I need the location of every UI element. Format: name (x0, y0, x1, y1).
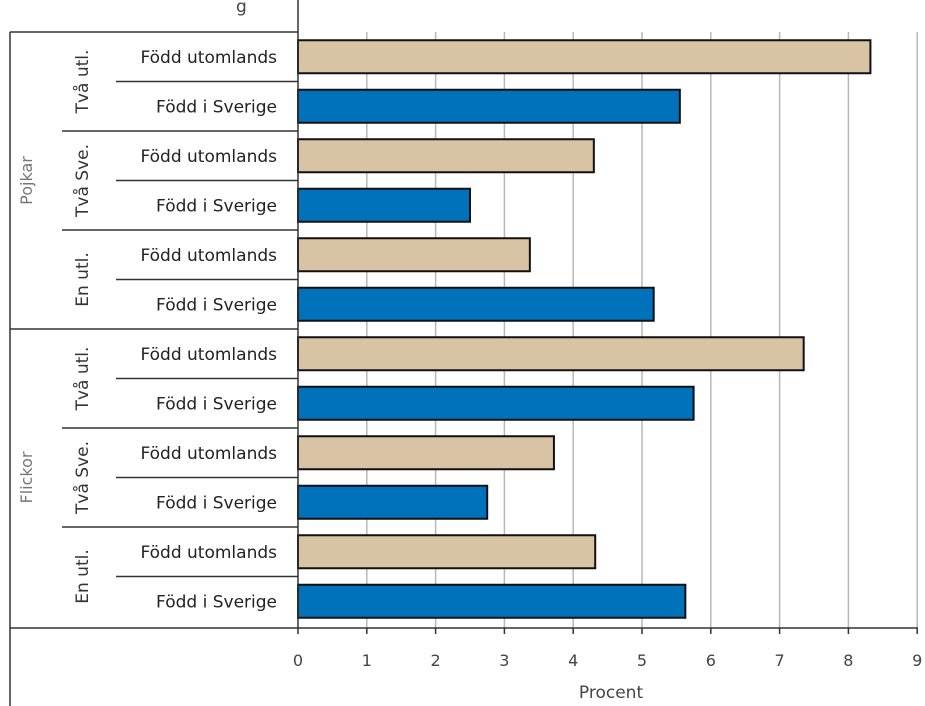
axis-frame (9, 0, 918, 706)
bar (297, 138, 595, 174)
top-text-fragment: g (236, 0, 247, 17)
subgroup-label: Två utl. (72, 50, 93, 115)
x-tick-label: 8 (843, 651, 853, 670)
bar (297, 336, 805, 372)
bars (297, 39, 872, 619)
category-labels: Född utomlands Född i Sverige Född utomlan… (140, 48, 277, 613)
bar (297, 39, 872, 75)
bar (297, 534, 597, 570)
category-label: Född utomlands (140, 48, 277, 68)
category-label: Född i Sverige (156, 493, 277, 513)
x-axis-title: Procent (579, 683, 644, 703)
category-label: Född utomlands (140, 345, 277, 365)
category-label: Född utomlands (140, 543, 277, 563)
group-labels: Pojkar Flickor (17, 156, 36, 504)
category-label: Född i Sverige (156, 394, 277, 414)
bar (297, 484, 489, 520)
category-label: Född i Sverige (156, 196, 277, 216)
category-label: Född i Sverige (156, 97, 277, 117)
x-tick-label: 1 (362, 651, 372, 670)
subgroup-label: Två Sve. (72, 144, 93, 218)
bar (297, 435, 555, 471)
subgroup-label: En utl. (73, 252, 93, 307)
bar (297, 187, 471, 223)
category-label: Född i Sverige (156, 592, 277, 612)
bar (297, 286, 655, 322)
category-label: Född utomlands (140, 246, 277, 266)
group-label: Pojkar (17, 156, 36, 205)
gridlines (366, 32, 918, 628)
x-tick-label: 5 (637, 651, 647, 670)
category-label: Född utomlands (140, 147, 277, 167)
bar (297, 583, 687, 619)
subgroup-label: Två utl. (72, 347, 93, 412)
x-tick-label: 6 (706, 651, 716, 670)
group-label: Flickor (17, 451, 36, 503)
x-tick-label: 3 (499, 651, 509, 670)
subgroup-labels: Två utl. Två Sve. En utl. Två utl. Två Sve. E… (72, 50, 93, 604)
category-label: Född utomlands (140, 444, 277, 464)
bar (297, 88, 681, 124)
x-tick-label: 4 (568, 651, 578, 670)
bar (297, 237, 531, 273)
subgroup-label: En utl. (73, 549, 93, 604)
x-tick-label: 0 (293, 651, 303, 670)
x-tick-label: 9 (912, 651, 922, 670)
x-axis-ticks: 0 1 2 3 4 5 6 7 8 9 (293, 628, 922, 670)
x-tick-label: 2 (431, 651, 441, 670)
bar (297, 385, 695, 421)
category-label: Född i Sverige (156, 295, 277, 315)
x-tick-label: 7 (775, 651, 785, 670)
subgroup-label: Två Sve. (72, 441, 93, 515)
